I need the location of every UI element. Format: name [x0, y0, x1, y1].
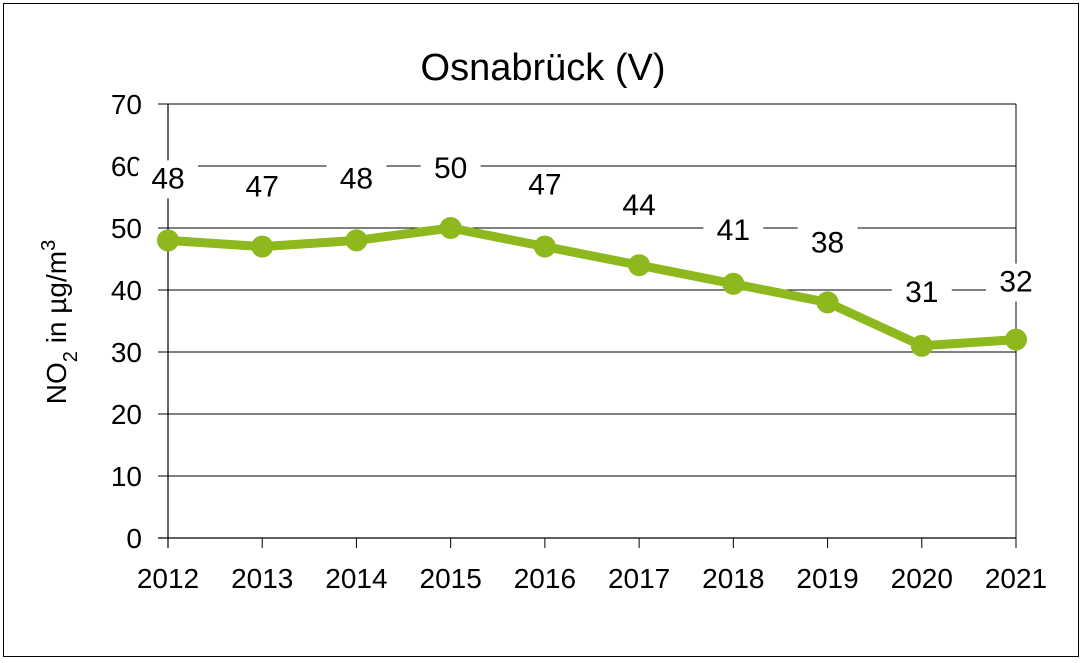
data-label: 31: [905, 276, 938, 309]
data-label: 48: [151, 162, 184, 195]
chart-frame: [3, 3, 1079, 657]
x-tick-label: 2018: [702, 563, 764, 594]
data-label: 48: [340, 162, 373, 195]
x-tick-label: 2016: [514, 563, 576, 594]
data-label: 41: [717, 214, 750, 247]
data-label: 47: [246, 171, 279, 204]
x-tick-label: 2019: [796, 563, 858, 594]
data-label: 47: [528, 169, 561, 202]
x-tick-label: 2020: [891, 563, 953, 594]
x-tick-label: 2017: [608, 563, 670, 594]
y-tick-label: 50: [111, 213, 142, 244]
data-label: 44: [622, 189, 655, 222]
data-point: [251, 235, 274, 258]
data-label: 50: [434, 152, 467, 185]
gridlines: [168, 103, 1016, 477]
data-point: [1005, 328, 1027, 351]
x-tick-label: 2013: [231, 563, 293, 594]
data-label-bg: [703, 211, 764, 250]
x-tick-label: 2015: [420, 563, 482, 594]
data-point: [816, 291, 839, 314]
y-tick-label: 60: [111, 151, 142, 182]
y-tick-label: 30: [111, 337, 142, 368]
y-tick-label: 70: [111, 89, 142, 120]
data-label-bg: [326, 160, 387, 199]
data-point: [439, 217, 462, 239]
x-tick-label: 2021: [985, 563, 1047, 594]
data-label-bg: [138, 160, 198, 199]
data-label-bg: [891, 273, 952, 312]
data-point: [722, 272, 745, 295]
data-label: 38: [811, 226, 844, 259]
data-label-bg: [609, 187, 670, 226]
data-label: 32: [999, 266, 1032, 299]
y-tick-label: 40: [111, 275, 142, 306]
y-tick-label: 0: [126, 523, 142, 554]
y-tick-labels: 0 10 20 30 40 50 60 70: [111, 89, 142, 554]
data-label-bg: [986, 263, 1046, 302]
data-label-bg: [420, 150, 481, 188]
data-label-bg: [232, 168, 293, 207]
data-point: [628, 254, 651, 277]
y-tick-label: 20: [111, 399, 142, 430]
data-point: [157, 229, 179, 252]
series-line: [167, 223, 1017, 351]
x-tick-labels: 2012 2013 2014 2015 2016 2017 2018 2019 2020 2021: [137, 563, 1047, 594]
y-tick-label: 10: [111, 461, 142, 492]
series: [157, 217, 1027, 357]
x-tick-label: 2012: [137, 563, 199, 594]
x-tick-label: 2014: [325, 563, 387, 594]
y-axis-label: NO2 in µg/m3: [38, 240, 82, 404]
data-labels: 48 47 48 50 47 44 41 38 31 32: [138, 150, 1046, 312]
data-label-bg: [514, 166, 575, 205]
chart-title: Osnabrück (V): [421, 47, 666, 89]
data-label-bg: [797, 224, 858, 263]
data-point: [533, 235, 556, 258]
data-point: [910, 334, 933, 357]
data-point: [345, 229, 368, 252]
